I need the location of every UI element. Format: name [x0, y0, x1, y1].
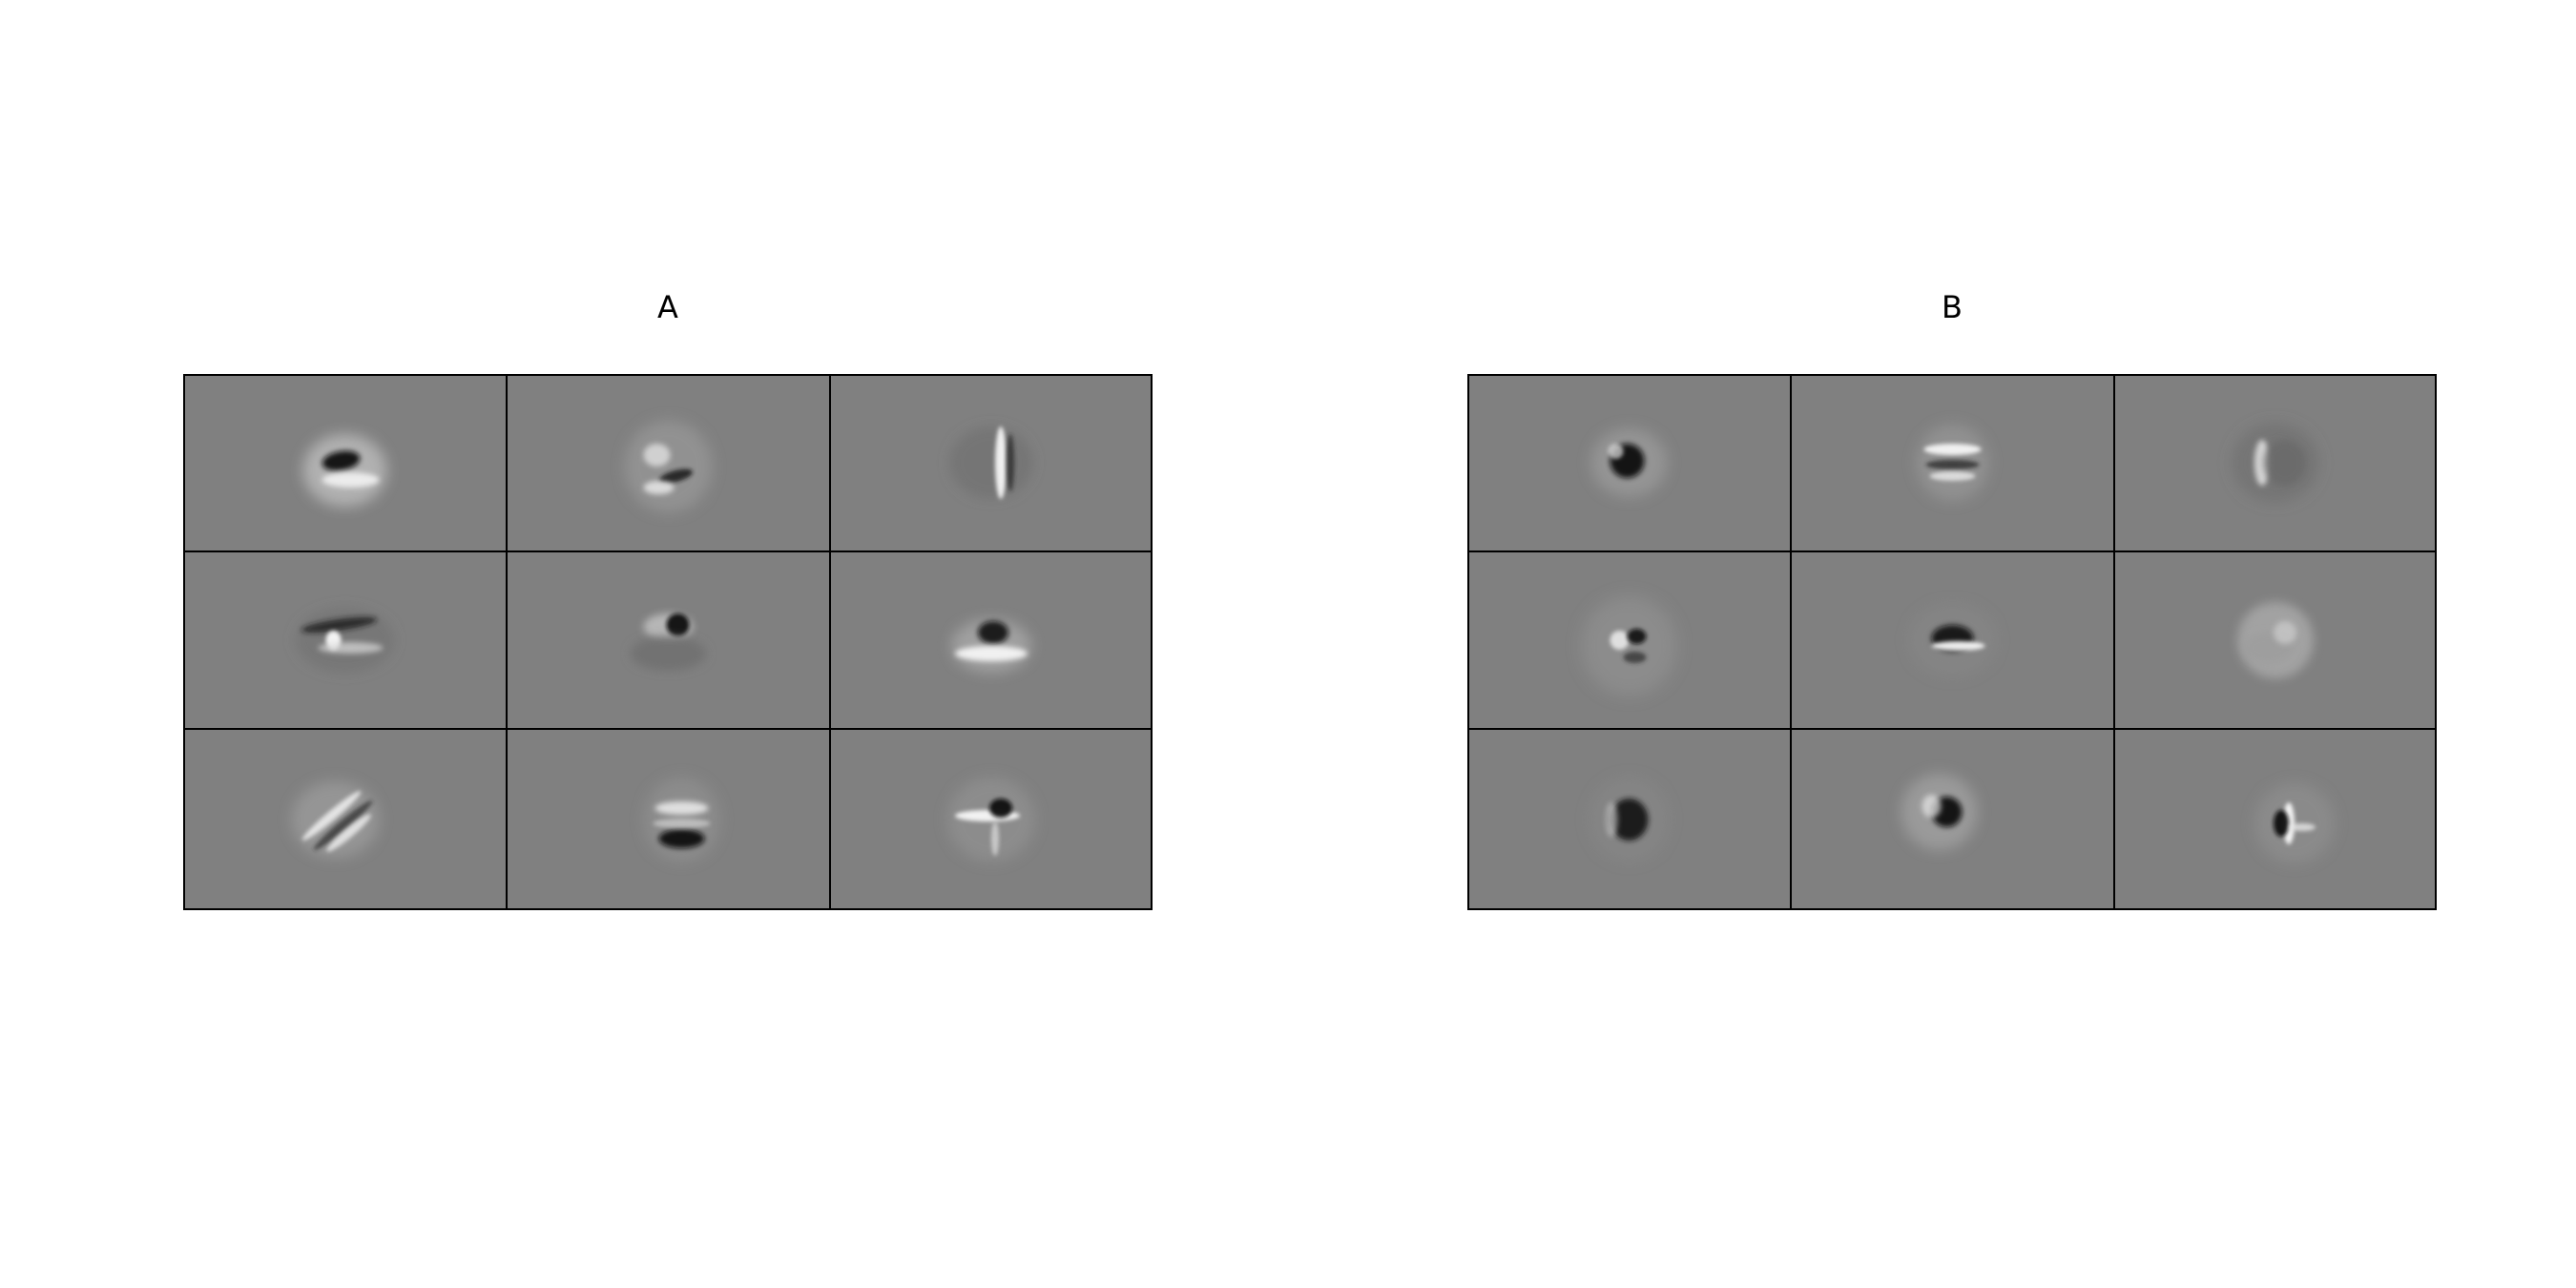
- panel-a-tile-3-1: [291, 781, 380, 858]
- panel-b-tile-2-2: [1908, 604, 1997, 676]
- panel-a-border: [183, 374, 1153, 910]
- panel-a: A: [183, 292, 1153, 910]
- panel-a-tile-2-3: [951, 619, 1031, 673]
- panel-b-tile-3-2: [1901, 774, 1978, 850]
- panel-b-label: B: [1942, 289, 1963, 325]
- panel-a-tile-1-2: [624, 421, 713, 512]
- panel-b-tile-3-1: [1589, 778, 1670, 862]
- panel-b-tile-1-3: [2232, 423, 2319, 503]
- panel-a-filter-grid: [183, 374, 1153, 910]
- panel-b-tile-2-3: [2237, 602, 2314, 678]
- panel-a-tile-1-3: [949, 426, 1033, 499]
- panel-b-filter-grid: [1467, 374, 2437, 910]
- panel-b-border: [1467, 374, 2437, 910]
- panel-b-tile-1-2: [1916, 425, 1989, 501]
- panel-a-tile-2-1: [295, 608, 395, 673]
- panel-a-tile-3-2: [643, 778, 720, 862]
- panel-b-tile-3-3: [2254, 783, 2335, 863]
- panel-a-tile-3-3: [947, 778, 1035, 862]
- panel-a-label: A: [657, 289, 678, 325]
- panel-b: B: [1467, 292, 2437, 910]
- panel-a-tile-1-1: [302, 434, 387, 507]
- panel-b-tile-1-1: [1590, 428, 1668, 497]
- panel-a-tile-2-2: [630, 613, 707, 671]
- panel-b-tile-2-1: [1581, 596, 1677, 696]
